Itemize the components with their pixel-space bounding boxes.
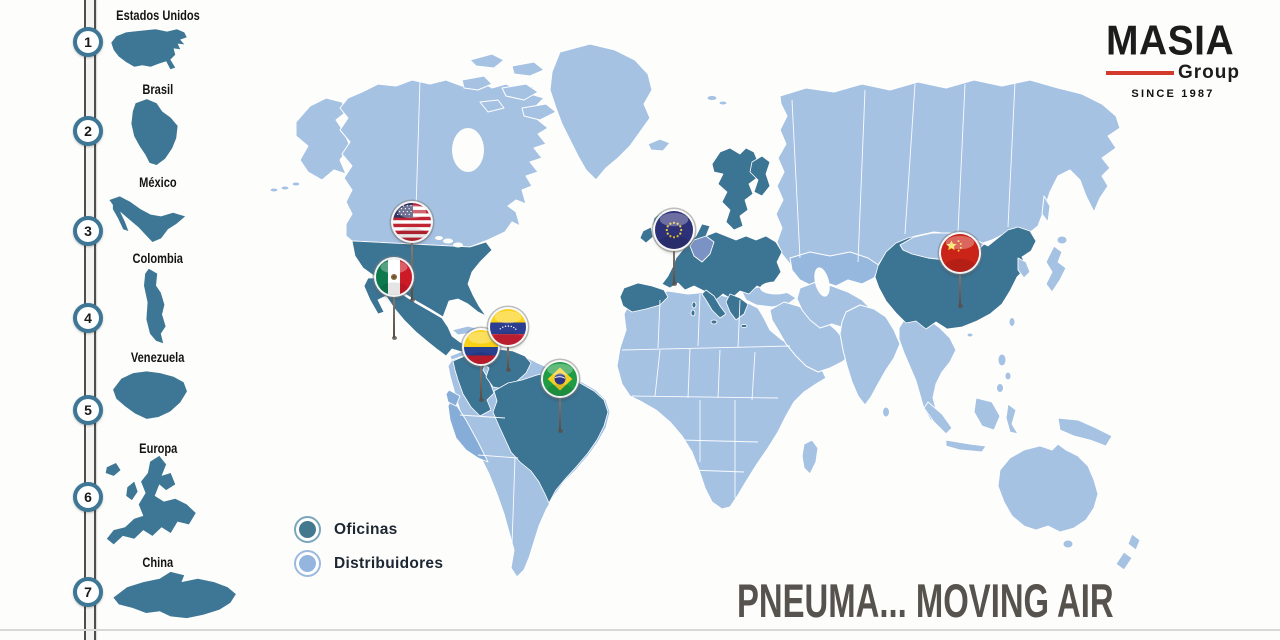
legend-dot <box>299 521 316 538</box>
colombia-silhouette <box>126 264 186 348</box>
sidebar-number-text: 5 <box>84 402 92 418</box>
china-silhouette <box>108 565 244 625</box>
sidebar-country-label-text: Colombia <box>132 251 184 266</box>
sidebar-number-badge-china: 7 <box>73 577 103 607</box>
sidebar-country-label-text: Estados Unidos <box>116 8 200 23</box>
pin-stick <box>671 246 677 286</box>
sidebar-country-label-colombia: Colombia <box>96 251 220 266</box>
mexico-silhouette <box>106 189 192 253</box>
logo-group-text: Group <box>1178 62 1240 83</box>
overlay-regions <box>445 232 1141 571</box>
inland-seas <box>435 128 830 297</box>
sidebar-country-label-mexico: México <box>96 175 220 190</box>
usa-flag-pin <box>393 203 431 241</box>
map-pin-brasil <box>543 362 577 437</box>
sidebar-country-label-text: México <box>139 175 177 190</box>
sidebar-country-label-brasil: Brasil <box>96 82 220 97</box>
logo-brand-text: MASIA <box>1106 17 1235 65</box>
legend-dot <box>299 555 316 572</box>
border-lines <box>414 79 1016 546</box>
sidebar-country-label-china: China <box>96 555 220 570</box>
sidebar-number-text: 2 <box>84 123 92 139</box>
sidebar-country-label-europa: Europa <box>96 441 220 456</box>
mexico-flag-pin <box>376 259 412 295</box>
sidebar-number-text: 6 <box>84 489 92 505</box>
map-pin-china <box>941 234 979 312</box>
legend-item-distribuidores: Distribuidores <box>294 550 443 577</box>
sidebar-country-label-text: Venezuela <box>131 350 185 365</box>
sidebar-country-label-venezuela: Venezuela <box>96 350 220 365</box>
brazil-flag-pin <box>543 362 577 396</box>
venezuela-flag-pin <box>490 309 526 345</box>
pin-stick <box>409 238 415 302</box>
brazil-silhouette <box>116 95 186 167</box>
pin-stick <box>557 393 563 433</box>
europe-silhouette <box>100 453 214 553</box>
map-pin-estados-unidos <box>393 203 431 306</box>
sidebar-number-badge-venezuela: 5 <box>73 395 103 425</box>
eu-flag-pin <box>655 211 693 249</box>
map-pin-europa <box>655 211 693 290</box>
usa-silhouette <box>108 22 190 78</box>
sidebar-country-label-text: Brasil <box>142 82 174 97</box>
sidebar-number-text: 7 <box>84 584 92 600</box>
distributor-marker-icon <box>294 550 321 577</box>
office-marker-icon <box>294 516 321 543</box>
sidebar-number-badge-europa: 6 <box>73 482 103 512</box>
pin-stick <box>957 269 963 308</box>
sidebar-number-text: 4 <box>84 310 92 326</box>
pin-stick <box>391 292 397 340</box>
map-pin-colombia <box>464 330 498 406</box>
sidebar-number-badge-estados-unidos: 1 <box>73 27 103 57</box>
distributor-regions <box>269 43 1121 578</box>
china-flag-pin <box>941 234 979 272</box>
tagline: PNEUMA... MOVING AIR <box>737 574 1114 628</box>
logo-since-text: SINCE 1987 <box>1131 88 1215 100</box>
map-pin-mexico <box>376 259 412 344</box>
sidebar-number-text: 3 <box>84 223 92 239</box>
map-pin-venezuela <box>490 309 526 376</box>
logo-red-line <box>1106 71 1174 75</box>
legend-label: Oficinas <box>334 520 398 538</box>
sidebar-country-label-estados-unidos: Estados Unidos <box>96 8 220 23</box>
sidebar-number-badge-colombia: 4 <box>73 303 103 333</box>
sidebar-country-label-text: Europa <box>138 441 178 456</box>
legend-item-oficinas: Oficinas <box>294 516 398 543</box>
bottom-border-line <box>0 629 1280 631</box>
sidebar-number-badge-brasil: 2 <box>73 116 103 146</box>
sidebar-number-text: 1 <box>84 34 92 50</box>
venezuela-silhouette <box>108 364 192 428</box>
pin-stick <box>505 342 511 372</box>
legend-label: Distribuidores <box>334 554 444 572</box>
sidebar-country-label-text: China <box>142 555 174 570</box>
masia-logo: MASIA Group SINCE 1987 <box>1106 20 1240 100</box>
colombia-flag-pin <box>464 330 498 364</box>
sidebar-number-badge-mexico: 3 <box>73 216 103 246</box>
pin-stick <box>478 361 484 402</box>
